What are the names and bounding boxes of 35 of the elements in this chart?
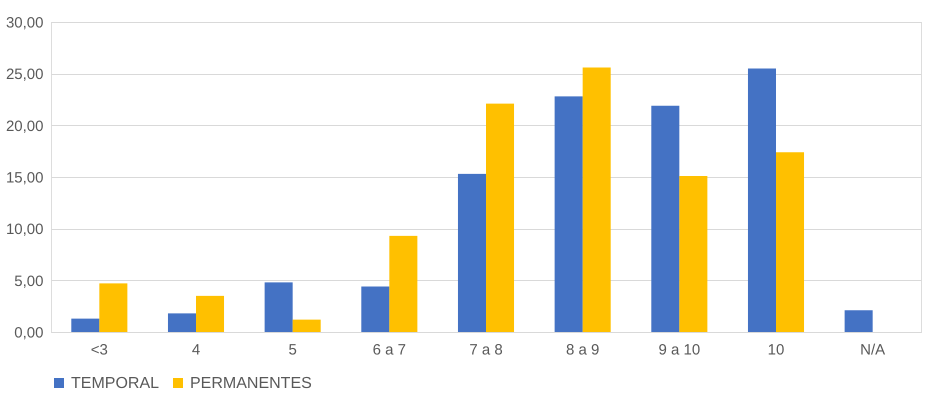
y-tick-label: 10,00 [6,221,44,238]
x-tick-label: 5 [288,342,297,358]
x-tick-label: <3 [90,342,108,358]
y-tick-label: 15,00 [6,170,44,186]
bar [264,282,293,332]
x-tick-label: 6 a 7 [372,342,406,358]
bar [389,236,418,332]
bar [844,310,873,332]
x-tick-label: 9 a 10 [658,342,700,358]
x-tick-label: N/A [860,342,886,358]
bar [458,174,486,332]
bar [748,68,776,332]
bar [361,286,390,332]
bar [99,283,128,332]
bar [168,313,196,332]
y-tick-label: 30,00 [6,14,44,32]
x-tick-label: 4 [192,342,200,358]
bar [582,67,611,332]
bar [486,104,514,332]
x-tick-label: 8 a 9 [566,342,600,358]
legend-label: PERMANENTES [190,375,312,392]
x-tick-label: 7 a 8 [469,342,503,358]
bar [679,176,708,332]
y-tick-label: 20,00 [6,118,44,135]
y-tick-label: 0,00 [14,324,44,342]
bar [292,320,321,332]
y-tick-label: 5,00 [14,272,44,290]
bar [776,152,804,332]
bar [196,296,224,332]
bar [651,106,680,332]
legend-label: TEMPORAL [71,375,160,392]
y-tick-label: 25,00 [6,66,44,84]
x-tick-label: 10 [768,342,784,358]
bar [71,318,100,332]
bar [554,96,583,332]
